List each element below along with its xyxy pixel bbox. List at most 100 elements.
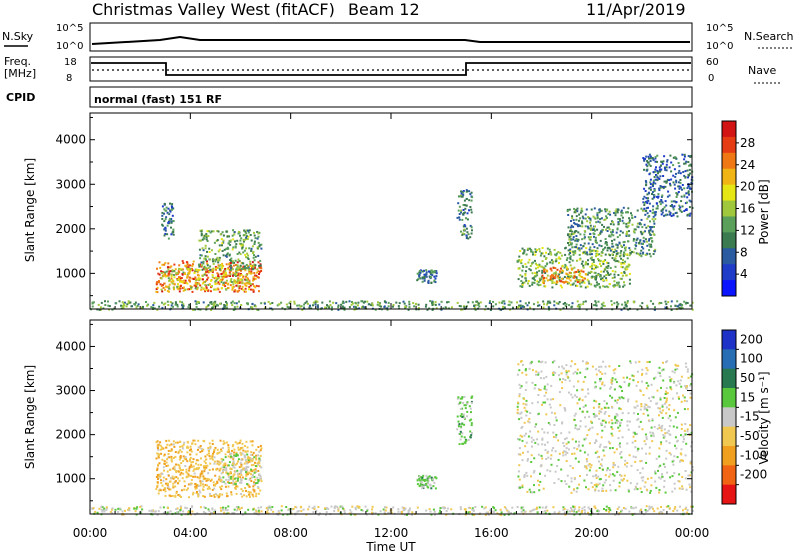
power-cell bbox=[597, 300, 600, 303]
power-cell bbox=[688, 185, 691, 188]
velocity-cell bbox=[189, 483, 192, 486]
power-cell bbox=[201, 282, 204, 285]
velocity-cell bbox=[366, 508, 369, 511]
power-cell bbox=[519, 304, 522, 307]
velocity-cell bbox=[247, 490, 250, 493]
power-cell bbox=[207, 276, 210, 279]
velocity-cell bbox=[128, 507, 131, 510]
velocity-cell bbox=[536, 511, 539, 514]
power-cell bbox=[256, 271, 258, 274]
velocity-cell bbox=[603, 419, 606, 422]
power-cell bbox=[227, 247, 230, 250]
velocity-cell bbox=[252, 485, 255, 488]
power-cell bbox=[584, 261, 587, 264]
power-cell bbox=[651, 191, 654, 194]
power-cell bbox=[232, 309, 235, 311]
velocity-cell bbox=[554, 470, 557, 473]
power-cell bbox=[161, 218, 164, 220]
velocity-cell bbox=[202, 448, 205, 451]
power-cell bbox=[646, 165, 649, 168]
power-cell bbox=[257, 232, 260, 235]
velocity-cell bbox=[689, 486, 692, 489]
velocity-cell bbox=[684, 433, 687, 436]
velocity-cell bbox=[424, 478, 427, 481]
velocity-cell bbox=[180, 450, 183, 453]
velocity-cell bbox=[622, 507, 625, 509]
power-cell bbox=[604, 242, 607, 245]
power-cell bbox=[611, 303, 613, 306]
power-cell bbox=[421, 277, 424, 280]
power-cell bbox=[238, 242, 241, 245]
velocity-cell bbox=[250, 468, 253, 471]
power-cell bbox=[576, 281, 579, 283]
power-cell bbox=[656, 176, 659, 179]
power-cell bbox=[137, 303, 140, 306]
velocity-cell bbox=[614, 489, 617, 492]
power-cell bbox=[177, 270, 180, 273]
velocity-cell bbox=[185, 475, 188, 478]
power-cell bbox=[172, 233, 175, 236]
power-cell bbox=[609, 223, 612, 226]
power-cell bbox=[458, 218, 461, 221]
velocity-cell bbox=[645, 488, 648, 491]
velocity-cell bbox=[538, 506, 541, 509]
velocity-cell bbox=[587, 506, 590, 509]
power-cell bbox=[253, 240, 256, 243]
velocity-cell bbox=[151, 510, 154, 513]
power-cell bbox=[534, 272, 536, 275]
velocity-cell bbox=[610, 426, 613, 429]
velocity-cell bbox=[463, 417, 466, 419]
power-cell bbox=[640, 255, 643, 258]
power-cell bbox=[418, 275, 421, 278]
power-cell bbox=[565, 272, 568, 275]
power-cell bbox=[572, 219, 575, 222]
velocity-cell bbox=[182, 460, 185, 462]
power-cell bbox=[167, 262, 170, 265]
power-cell bbox=[672, 206, 675, 209]
velocity-cell bbox=[199, 475, 202, 478]
power-cell bbox=[617, 223, 620, 226]
velocity-cell bbox=[662, 463, 665, 466]
velocity-cell bbox=[668, 404, 671, 407]
power-cell bbox=[159, 283, 162, 286]
velocity-cell bbox=[546, 509, 549, 512]
power-cell bbox=[431, 274, 434, 277]
power-cell bbox=[253, 231, 255, 234]
power-cell bbox=[447, 301, 450, 303]
power-cell bbox=[616, 210, 619, 212]
velocity-cell bbox=[432, 485, 435, 488]
velocity-cell bbox=[216, 462, 219, 465]
velocity-cell bbox=[101, 506, 104, 508]
power-cell bbox=[164, 232, 167, 235]
velocity-cell bbox=[190, 461, 193, 464]
power-cell bbox=[328, 300, 331, 303]
velocity-cell bbox=[526, 474, 529, 477]
velocity-cell bbox=[174, 441, 177, 444]
power-cell bbox=[239, 253, 242, 256]
velocity-cell bbox=[541, 438, 544, 441]
power-cell bbox=[553, 281, 556, 284]
power-cell bbox=[224, 254, 227, 257]
velocity-cell bbox=[551, 361, 554, 364]
velocity-cell bbox=[330, 505, 333, 508]
velocity-cell bbox=[661, 473, 663, 476]
power-cell bbox=[350, 303, 353, 306]
power-cell bbox=[463, 306, 466, 309]
velocity-cell bbox=[581, 444, 584, 447]
velocity-cell bbox=[621, 412, 624, 415]
velocity-cell bbox=[540, 361, 542, 364]
power-cell bbox=[168, 283, 171, 286]
power-cell bbox=[631, 216, 634, 219]
power-cell bbox=[235, 264, 237, 266]
velocity-cell bbox=[603, 384, 606, 387]
velocity-cell bbox=[634, 361, 637, 364]
power-cell bbox=[246, 303, 249, 306]
velocity-cell bbox=[594, 451, 597, 454]
velocity-cell bbox=[530, 461, 533, 463]
velocity-cell bbox=[692, 469, 694, 472]
velocity-cell bbox=[222, 506, 224, 509]
power-cell bbox=[645, 181, 648, 184]
velocity-cell bbox=[530, 475, 532, 478]
velocity-cell bbox=[610, 432, 613, 435]
velocity-cell bbox=[566, 474, 569, 477]
